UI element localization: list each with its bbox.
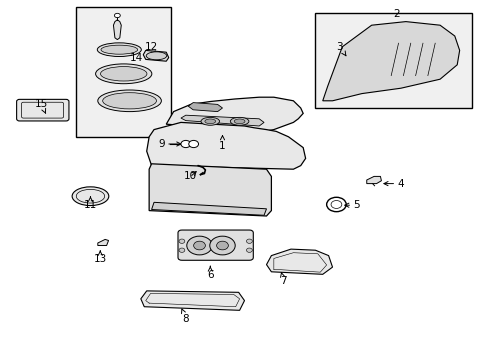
Text: 11: 11 <box>83 197 97 210</box>
Circle shape <box>330 201 341 208</box>
Ellipse shape <box>234 119 244 123</box>
Text: 13: 13 <box>93 251 107 264</box>
Text: 15: 15 <box>35 99 48 113</box>
Polygon shape <box>181 115 264 126</box>
Circle shape <box>246 248 252 252</box>
Circle shape <box>326 197 346 212</box>
Text: 14: 14 <box>130 53 143 63</box>
Polygon shape <box>266 249 332 274</box>
Circle shape <box>179 248 184 252</box>
Ellipse shape <box>95 64 151 84</box>
Ellipse shape <box>102 93 156 109</box>
Ellipse shape <box>97 43 141 57</box>
Circle shape <box>181 140 190 148</box>
Polygon shape <box>141 291 244 310</box>
Polygon shape <box>146 122 305 169</box>
Circle shape <box>186 236 212 255</box>
Polygon shape <box>322 22 459 101</box>
Ellipse shape <box>72 187 108 206</box>
Circle shape <box>216 241 228 250</box>
Circle shape <box>193 241 205 250</box>
FancyBboxPatch shape <box>178 230 253 260</box>
Text: 8: 8 <box>181 309 189 324</box>
Text: 12: 12 <box>144 42 158 56</box>
FancyBboxPatch shape <box>17 99 69 121</box>
Polygon shape <box>366 176 381 184</box>
Ellipse shape <box>101 45 138 54</box>
Text: 1: 1 <box>219 136 225 151</box>
Polygon shape <box>183 234 246 256</box>
Ellipse shape <box>101 67 146 81</box>
Text: 7: 7 <box>280 273 286 286</box>
Polygon shape <box>149 164 271 216</box>
Circle shape <box>114 13 120 18</box>
Ellipse shape <box>230 117 248 125</box>
Polygon shape <box>151 202 266 215</box>
Ellipse shape <box>146 52 166 60</box>
Text: 4: 4 <box>383 179 404 189</box>
Ellipse shape <box>201 117 219 125</box>
Text: 6: 6 <box>206 266 213 280</box>
Bar <box>315 13 471 108</box>
Polygon shape <box>143 50 168 61</box>
Circle shape <box>188 140 198 148</box>
Text: 3: 3 <box>336 42 346 56</box>
Ellipse shape <box>98 90 161 112</box>
Bar <box>76 7 171 137</box>
Text: 5: 5 <box>344 200 360 210</box>
Text: 9: 9 <box>158 139 181 149</box>
Polygon shape <box>113 20 121 40</box>
Polygon shape <box>188 103 222 112</box>
Circle shape <box>246 239 252 243</box>
Circle shape <box>179 239 184 243</box>
Text: 2: 2 <box>392 9 399 19</box>
Polygon shape <box>166 97 303 131</box>
Polygon shape <box>98 239 108 246</box>
Ellipse shape <box>204 119 215 123</box>
Text: 10: 10 <box>184 171 197 181</box>
Circle shape <box>209 236 235 255</box>
